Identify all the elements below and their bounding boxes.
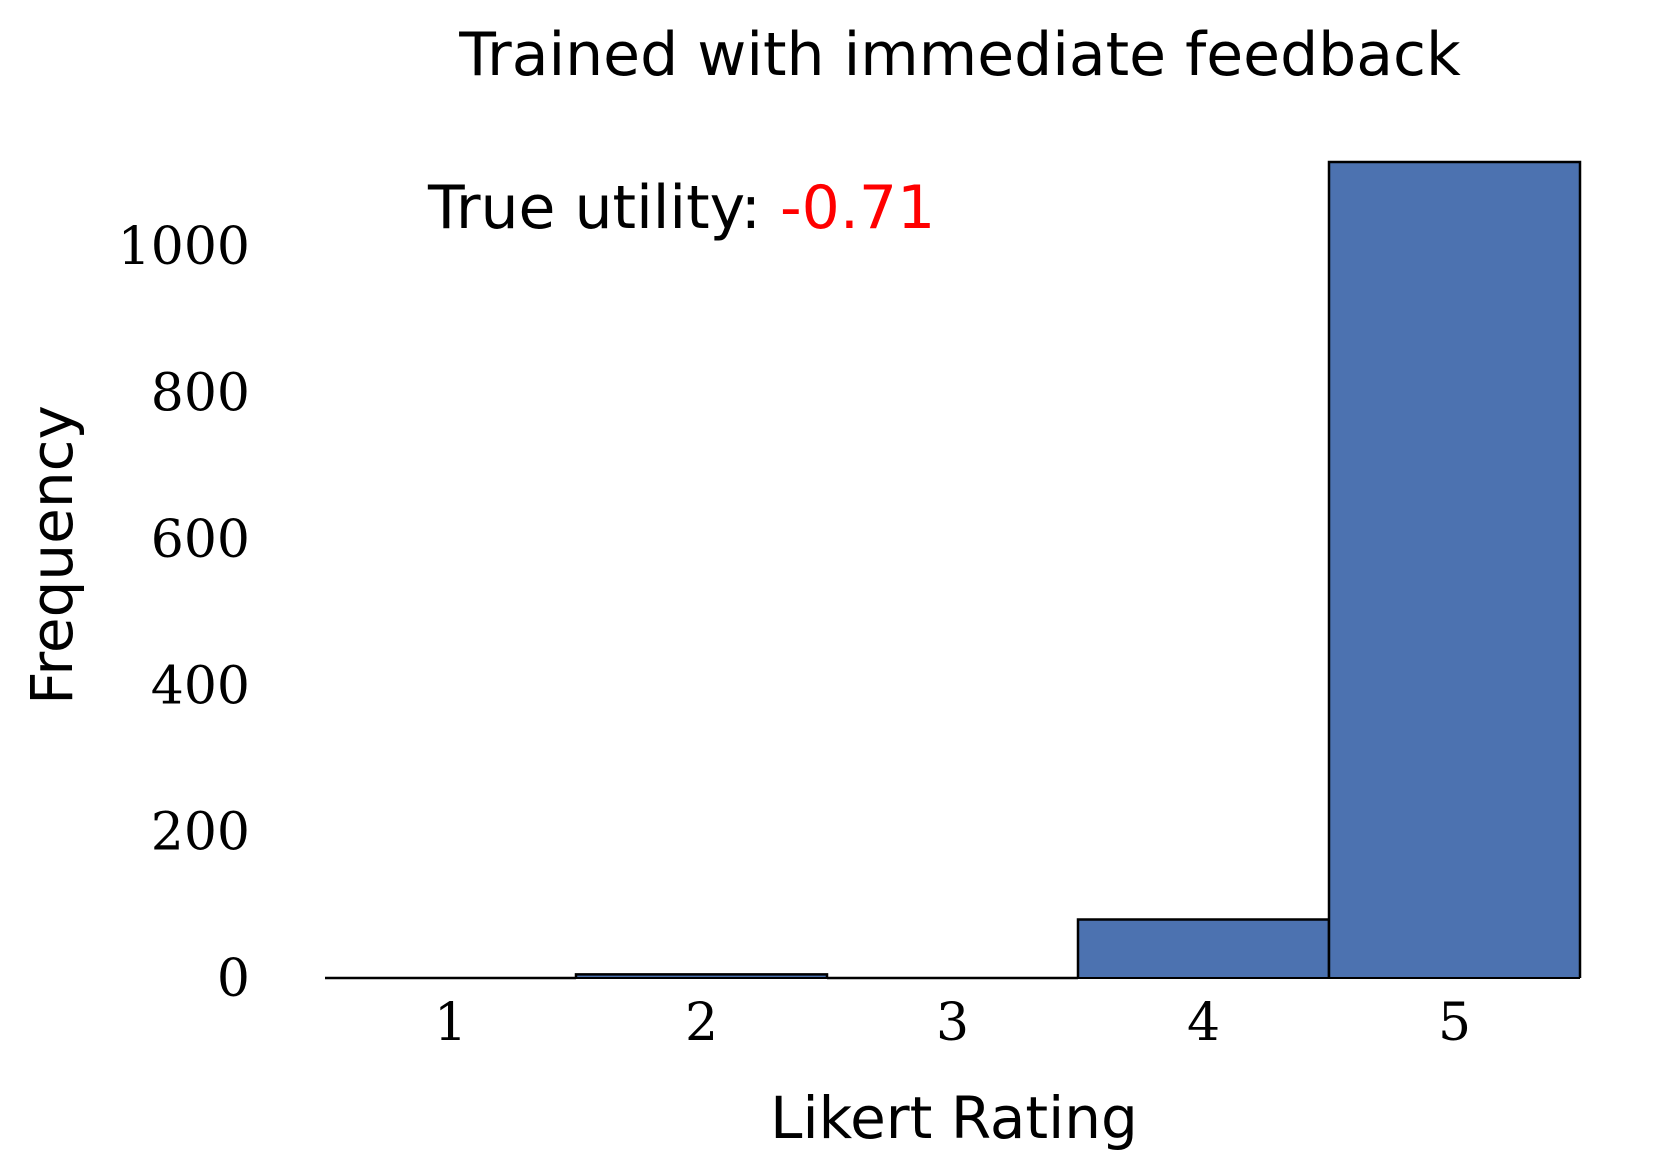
chart-title: Trained with immediate feedback xyxy=(458,20,1461,90)
true-utility-value: -0.71 xyxy=(780,173,935,243)
y-tick-label-0: 0 xyxy=(217,949,250,1009)
y-tick-label-1000: 1000 xyxy=(118,217,250,277)
x-tick-labels: 1 2 3 4 5 xyxy=(434,993,1471,1053)
bar-rating-5 xyxy=(1327,160,1582,978)
x-tick-label-1: 1 xyxy=(434,993,467,1053)
y-tick-labels: 0 200 400 600 800 1000 xyxy=(118,217,250,1009)
true-utility-label: True utility: xyxy=(427,173,780,243)
y-tick-label-800: 800 xyxy=(151,364,250,424)
bars-layer xyxy=(325,160,1582,980)
x-tick-label-4: 4 xyxy=(1187,993,1220,1053)
y-tick-label-400: 400 xyxy=(151,656,250,716)
y-axis-label: Frequency xyxy=(18,405,86,705)
true-utility-annotation: True utility: -0.71 xyxy=(427,173,935,243)
bar-rating-4 xyxy=(1076,918,1331,978)
y-tick-label-200: 200 xyxy=(151,803,250,863)
x-tick-label-2: 2 xyxy=(685,993,718,1053)
x-tick-label-3: 3 xyxy=(936,993,969,1053)
x-axis-label: Likert Rating xyxy=(770,1084,1138,1152)
y-tick-label-600: 600 xyxy=(151,510,250,570)
x-tick-label-5: 5 xyxy=(1438,993,1471,1053)
